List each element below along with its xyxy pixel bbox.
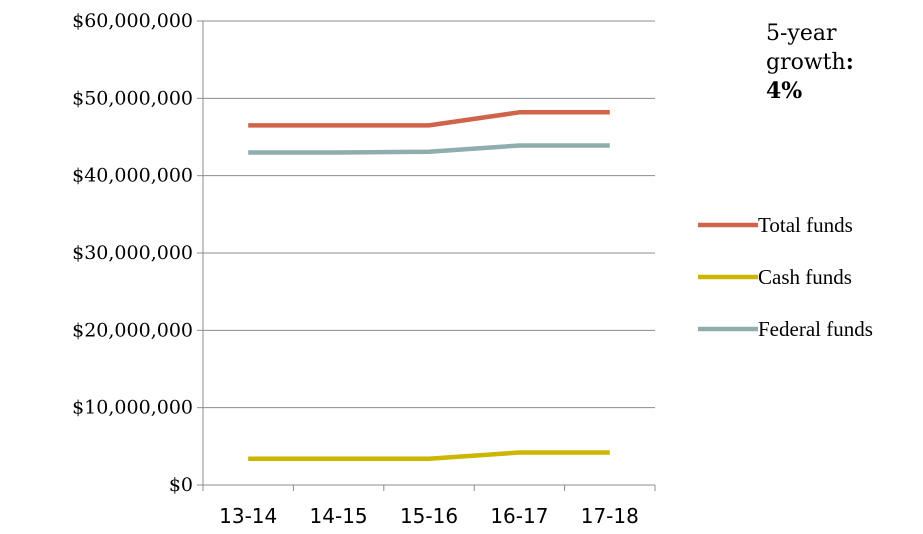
legend-label: Cash funds <box>758 265 852 289</box>
y-tick-label: $50,000,000 <box>72 87 193 109</box>
gridlines <box>203 20 655 409</box>
x-tick-label: 15-16 <box>400 504 458 528</box>
series-lines <box>248 110 610 461</box>
y-tick-labels: $0 $10,000,000 $20,000,000 $30,000,000 $40,0… <box>72 10 193 496</box>
y-tick-label: $40,000,000 <box>72 165 193 187</box>
x-tick-labels: 13-14 14-15 15-16 16-17 17-18 <box>219 504 639 528</box>
y-tick-label: $60,000,000 <box>72 10 193 32</box>
series-line <box>248 450 610 461</box>
y-tick-label: $20,000,000 <box>72 319 193 341</box>
y-tick-label: $10,000,000 <box>72 397 193 419</box>
series-line <box>248 110 610 128</box>
x-tick-label: 17-18 <box>581 504 639 528</box>
growth-annotation: 5-year growth: 4% <box>766 20 854 105</box>
y-tick-label: $30,000,000 <box>72 242 193 264</box>
growth-annotation-colon: : <box>845 49 854 75</box>
legend-label: Federal funds <box>758 317 873 341</box>
axes <box>197 20 656 491</box>
growth-annotation-line1: 5-year <box>766 21 837 46</box>
legend: Total funds Cash funds Federal funds <box>698 213 873 341</box>
x-tick-label: 14-15 <box>310 504 368 528</box>
growth-annotation-value: 4% <box>766 78 803 104</box>
series-line <box>248 143 610 155</box>
growth-annotation-line2: growth <box>766 50 846 75</box>
x-tick-label: 13-14 <box>219 504 277 528</box>
y-tick-label: $0 <box>169 474 193 496</box>
legend-label: Total funds <box>758 213 853 237</box>
x-tick-label: 16-17 <box>490 504 548 528</box>
